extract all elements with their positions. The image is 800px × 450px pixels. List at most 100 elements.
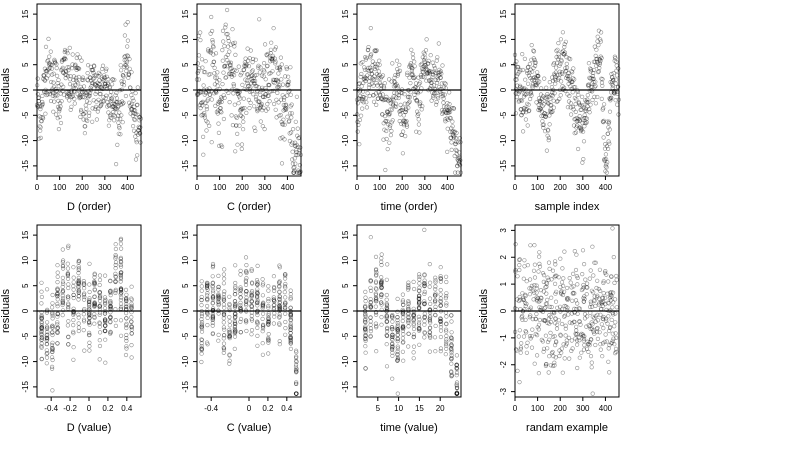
data-point xyxy=(363,317,368,322)
data-point xyxy=(518,107,523,112)
data-point xyxy=(63,72,68,77)
data-point xyxy=(606,139,611,144)
data-point xyxy=(390,350,395,355)
data-point xyxy=(206,49,211,54)
data-point xyxy=(66,296,71,301)
data-point xyxy=(395,332,400,337)
data-point xyxy=(206,72,211,77)
data-point xyxy=(549,75,555,80)
data-point xyxy=(422,314,427,320)
data-point xyxy=(55,326,60,331)
data-point xyxy=(47,65,53,70)
data-point xyxy=(103,328,108,334)
data-point xyxy=(368,278,373,283)
data-point xyxy=(244,328,249,334)
data-point xyxy=(97,72,103,77)
data-point xyxy=(613,335,619,341)
data-point xyxy=(538,98,543,103)
data-point xyxy=(37,104,43,109)
data-point xyxy=(61,281,66,286)
data-point xyxy=(239,113,244,118)
data-point xyxy=(361,80,366,85)
data-point xyxy=(277,342,282,347)
data-point xyxy=(552,281,558,287)
data-point xyxy=(513,347,519,352)
data-point xyxy=(613,98,618,103)
data-point xyxy=(282,95,287,100)
data-point xyxy=(123,304,129,310)
data-point xyxy=(404,106,409,111)
data-point xyxy=(554,54,559,60)
data-point xyxy=(556,275,561,280)
data-point xyxy=(607,325,613,331)
data-point xyxy=(92,271,97,276)
data-point xyxy=(292,168,297,173)
x-axis-label: sample index xyxy=(535,201,600,213)
data-point xyxy=(376,74,381,79)
data-point xyxy=(75,92,80,97)
data-point xyxy=(92,301,97,306)
data-point xyxy=(274,97,279,102)
data-point xyxy=(91,70,96,75)
data-point xyxy=(384,128,389,134)
data-point xyxy=(569,79,574,84)
data-point xyxy=(87,316,92,321)
data-point xyxy=(431,69,436,74)
data-point xyxy=(249,294,254,300)
data-point xyxy=(390,326,395,332)
data-point xyxy=(396,71,401,76)
data-point xyxy=(449,342,454,347)
data-point xyxy=(239,142,245,147)
data-point xyxy=(548,319,554,325)
data-point xyxy=(595,39,600,44)
data-point xyxy=(358,61,363,66)
data-point xyxy=(355,119,360,124)
data-point xyxy=(580,129,586,134)
data-point xyxy=(584,324,589,329)
data-point xyxy=(108,288,113,293)
data-point xyxy=(210,315,216,320)
data-point xyxy=(570,298,575,303)
data-point xyxy=(123,53,128,59)
data-point xyxy=(559,321,565,327)
data-point xyxy=(128,102,133,107)
data-point xyxy=(113,260,119,265)
data-point xyxy=(87,75,92,80)
data-point xyxy=(221,320,226,325)
data-point xyxy=(399,121,404,126)
data-point xyxy=(609,294,614,299)
data-point xyxy=(602,295,608,301)
x-tick-label: 200 xyxy=(554,183,568,192)
data-point xyxy=(416,75,421,80)
data-point xyxy=(288,337,293,342)
data-point xyxy=(422,322,427,327)
data-point xyxy=(523,329,528,334)
data-point xyxy=(395,66,400,72)
data-point xyxy=(39,118,44,124)
data-point xyxy=(555,77,561,82)
data-point xyxy=(126,72,131,77)
data-point xyxy=(570,271,576,277)
data-point xyxy=(442,110,448,115)
data-point xyxy=(363,332,368,337)
data-point xyxy=(216,273,221,279)
data-point xyxy=(580,160,585,165)
y-tick-label: 5 xyxy=(499,62,508,67)
data-point xyxy=(274,77,279,82)
data-point xyxy=(71,83,76,88)
data-point xyxy=(202,110,207,116)
data-point xyxy=(598,58,603,64)
data-point xyxy=(93,104,99,109)
data-point xyxy=(385,119,390,124)
data-point xyxy=(225,7,230,13)
data-point xyxy=(210,317,216,322)
data-point xyxy=(124,325,129,331)
data-point xyxy=(266,318,271,323)
data-point xyxy=(40,93,45,98)
data-point xyxy=(266,305,271,310)
data-point xyxy=(420,69,425,74)
data-point xyxy=(454,383,459,388)
data-point xyxy=(237,123,242,128)
data-point xyxy=(38,119,44,124)
data-point xyxy=(533,331,538,337)
